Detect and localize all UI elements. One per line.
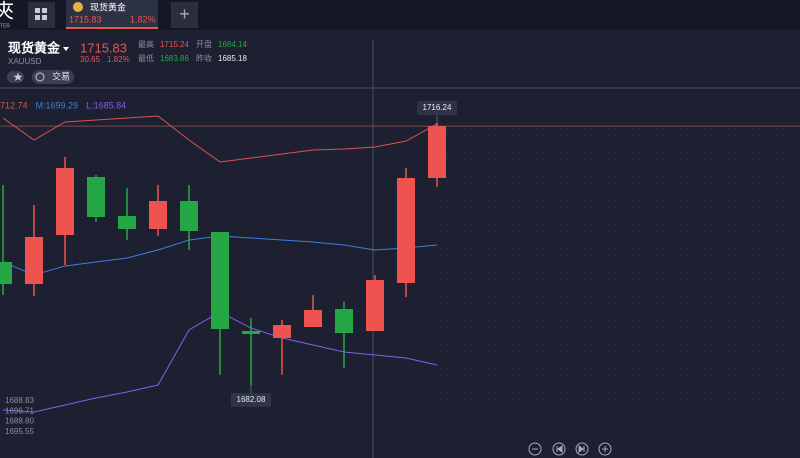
zoom-out-button[interactable] [528,442,542,456]
side-label: 1688.83 [5,396,34,405]
candle-body [273,325,291,338]
grid-button[interactable] [28,2,55,28]
tab-change: 1.82% [130,14,156,24]
price-tag-box [231,393,271,408]
side-label: 1688.80 [5,417,34,426]
candle-body [149,200,167,229]
zoom-in-button[interactable] [598,442,612,456]
candle-body [25,236,43,284]
candle-body [335,308,353,333]
price-tag: 1716.24 [423,103,452,112]
candle-body [428,126,446,178]
dropdown-icon [63,47,69,51]
trade-label: 交易 [52,70,70,81]
add-tab-button[interactable] [171,2,198,28]
stat-value: 1684.14 [218,40,247,49]
symbol-name[interactable]: 现货黄金 [8,40,61,55]
scroll-start-button[interactable] [552,442,566,456]
zoom-controls [528,442,612,456]
candle-body [0,261,12,284]
candle-body [118,216,136,229]
tab-name: 现货黄金 [90,1,126,12]
stat-label: 最高 [138,39,154,49]
tab-icon [73,2,83,12]
logo-sub: TER [0,23,10,29]
candle-body [87,176,105,218]
grid-icon [35,8,47,20]
stat-value: 1685.18 [218,54,247,63]
side-label: 1696.71 [5,406,34,415]
stat-label: 昨收 [196,53,212,63]
indicator-label: 712.74 [0,100,28,110]
candle-body [211,231,229,330]
tab-underline [66,27,158,29]
chart: 712.74 M:1699.29 L:1685.84 1716.24 1682.08 16… [0,100,800,436]
candle-body [56,168,74,235]
change: 30.65 [80,55,101,64]
price-tag-box [417,100,457,115]
symbol-code: XAUUSD [8,57,42,66]
stat-value: 1715.24 [160,40,189,49]
candle-body [242,331,260,334]
price: 1715.83 [80,40,127,55]
map-texture [440,120,800,400]
bollinger-line [2,115,438,163]
tab-price: 1715.83 [69,14,102,24]
scroll-end-button[interactable] [575,442,589,456]
indicator-label: M:1699.29 [36,100,79,110]
candle-body [180,200,198,231]
stats: 最高 1715.24 开盘 1684.14 最低 1683.86 昨收 1685.18 [138,39,247,63]
change-pct: 1.82% [107,55,130,64]
logo: 夾 [0,0,14,22]
candle-body [304,309,322,328]
side-label: 1695.55 [5,427,34,436]
candle-body [366,279,384,332]
candle-body [397,177,415,283]
indicator-label: L:1685.84 [86,100,126,110]
trade-icon [35,72,45,82]
star-icon [13,72,23,81]
stat-label: 开盘 [196,39,212,49]
price-tag: 1682.08 [237,395,266,404]
add-tab-icon: + [179,4,190,24]
stat-value: 1683.86 [160,54,189,63]
stat-label: 最低 [138,53,154,63]
